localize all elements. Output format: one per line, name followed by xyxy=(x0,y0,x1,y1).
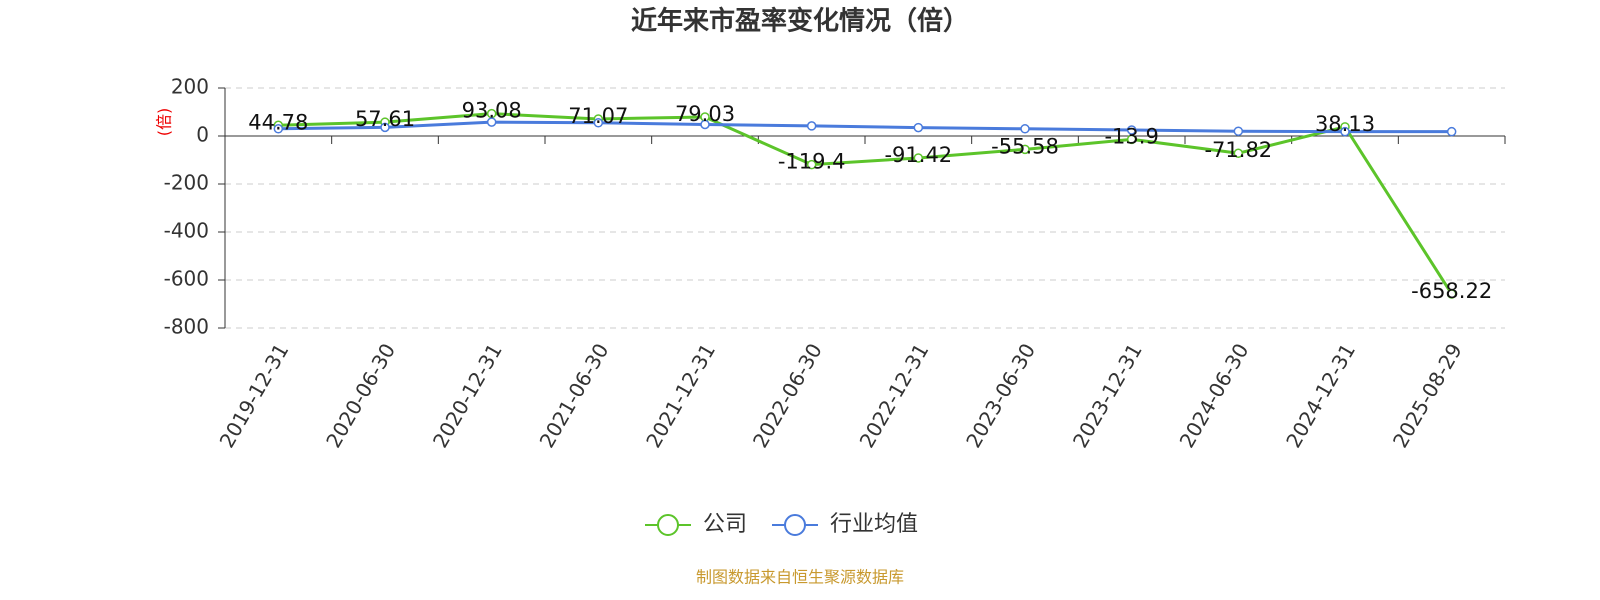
data-point xyxy=(1020,124,1030,134)
x-tick-label: 2020-06-30 xyxy=(321,339,400,452)
data-label: -119.4 xyxy=(778,150,846,174)
legend-label: 公司 xyxy=(703,512,747,537)
y-tick-label: -800 xyxy=(164,315,209,339)
chart-title: 近年来市盈率变化情况（倍） xyxy=(631,6,969,37)
source-note: 制图数据来自恒生聚源数据库 xyxy=(696,568,904,587)
x-tick-label: 2022-12-31 xyxy=(855,339,934,452)
data-point xyxy=(1233,126,1244,136)
data-label: 44.78 xyxy=(248,110,308,134)
data-point xyxy=(806,159,817,170)
y-tick-label: 200 xyxy=(171,75,209,99)
data-label: -13.9 xyxy=(1104,124,1158,148)
y-axis-label: (倍) xyxy=(155,108,174,137)
data-point xyxy=(700,119,710,130)
x-tick-label: 2023-06-30 xyxy=(961,339,1040,452)
series-line xyxy=(278,120,1452,134)
data-label: -658.22 xyxy=(1411,279,1492,303)
data-point xyxy=(1126,134,1137,145)
data-label: 93.08 xyxy=(462,99,522,123)
data-point xyxy=(1233,148,1244,158)
data-point xyxy=(1340,126,1350,137)
x-tick-label: 2024-12-31 xyxy=(1281,339,1360,452)
legend-marker xyxy=(784,514,806,536)
data-point xyxy=(806,121,817,131)
y-tick-label: -600 xyxy=(164,267,209,291)
data-label: -91.42 xyxy=(884,143,952,167)
y-tick-label: -200 xyxy=(164,171,209,195)
data-label: 79.03 xyxy=(675,102,735,126)
data-label: 57.61 xyxy=(355,107,415,131)
data-label: 38.13 xyxy=(1315,112,1375,136)
data-point xyxy=(913,122,924,133)
x-tick-label: 2021-12-31 xyxy=(641,339,720,452)
y-tick-label: -400 xyxy=(164,219,209,243)
x-tick-label: 2023-12-31 xyxy=(1068,339,1147,452)
data-point xyxy=(593,118,604,128)
x-tick-label: 2022-06-30 xyxy=(748,339,827,452)
data-label: -55.58 xyxy=(991,134,1059,158)
x-tick-label: 2020-12-31 xyxy=(428,339,507,452)
data-label: 71.07 xyxy=(568,104,628,128)
legend-label: 行业均值 xyxy=(830,512,918,537)
data-point xyxy=(1446,126,1457,137)
x-tick-label: 2019-12-31 xyxy=(215,339,294,452)
data-point xyxy=(380,122,390,133)
data-point xyxy=(1446,289,1457,299)
y-tick-label: 0 xyxy=(196,123,209,147)
data-point xyxy=(273,124,284,134)
data-label: -71.82 xyxy=(1204,138,1272,162)
x-tick-label: 2025-08-29 xyxy=(1388,339,1467,452)
series-line xyxy=(278,112,1453,295)
data-point xyxy=(486,117,497,127)
data-point xyxy=(1020,144,1030,155)
data-point xyxy=(1126,125,1137,135)
x-tick-label: 2021-06-30 xyxy=(535,339,614,452)
data-point xyxy=(913,153,924,163)
x-tick-label: 2024-06-30 xyxy=(1175,339,1254,452)
legend-marker xyxy=(657,514,679,536)
